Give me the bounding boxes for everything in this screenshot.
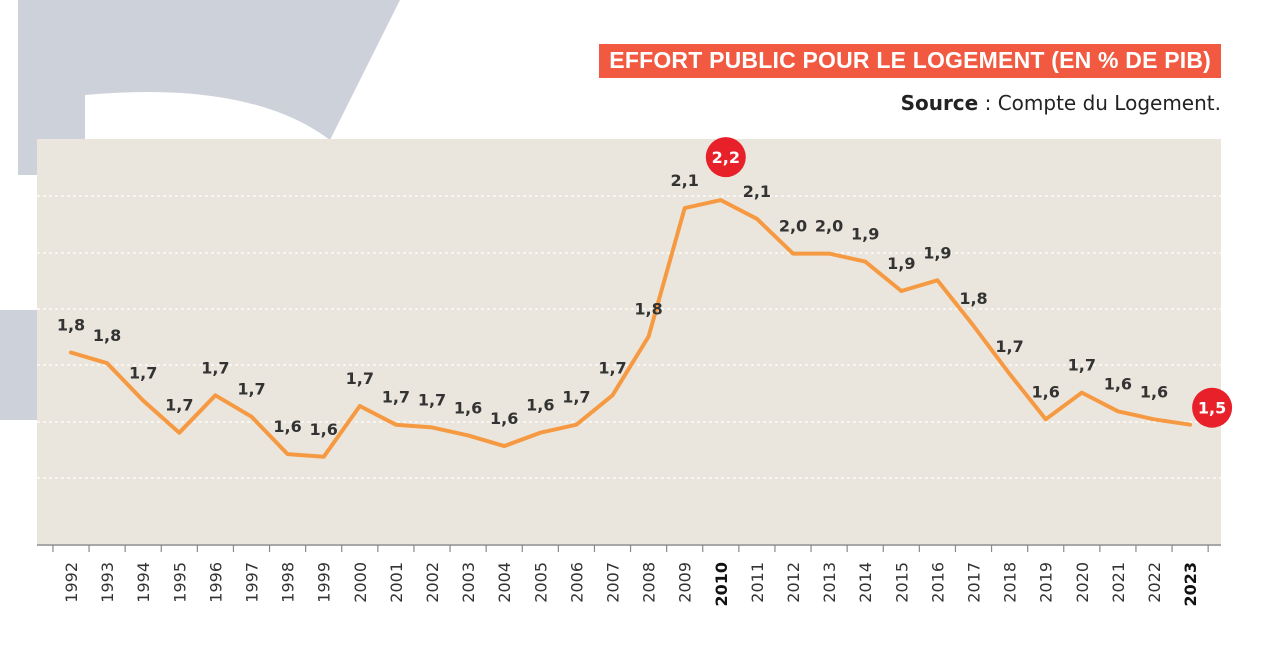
data-label-2004: 1,6 [490, 409, 518, 428]
data-label-2008: 1,8 [634, 299, 662, 318]
data-label-1998: 1,6 [273, 417, 301, 436]
tick-label-1999: 1999 [315, 562, 334, 603]
data-label-2010: 2,2 [712, 148, 740, 167]
tick-label-2012: 2012 [784, 562, 803, 603]
plot-background [37, 139, 1221, 544]
chart-title-banner: EFFORT PUBLIC POUR LE LOGEMENT (EN % DE … [599, 44, 1221, 78]
data-label-2014: 1,9 [851, 225, 879, 244]
data-label-2007: 1,7 [598, 358, 626, 377]
data-label-2005: 1,6 [526, 396, 554, 415]
tick-label-1998: 1998 [279, 562, 298, 603]
data-label-2023: 1,5 [1198, 399, 1226, 418]
data-label-2012: 2,0 [779, 217, 807, 236]
data-label-2020: 1,7 [1068, 356, 1096, 375]
tick-label-2011: 2011 [748, 562, 767, 603]
tick-label-2023: 2023 [1181, 562, 1200, 607]
data-label-1992: 1,8 [57, 316, 85, 335]
tick-label-2008: 2008 [640, 562, 659, 603]
data-label-2021: 1,6 [1104, 374, 1132, 393]
tick-label-2007: 2007 [604, 562, 623, 603]
tick-label-2018: 2018 [1001, 562, 1020, 603]
data-label-2011: 2,1 [743, 182, 771, 201]
source-line: Source : Compte du Logement. [901, 91, 1221, 115]
data-label-2019: 1,6 [1032, 382, 1060, 401]
tick-label-1996: 1996 [206, 562, 225, 603]
source-text: Compte du Logement. [997, 91, 1221, 115]
tick-label-2006: 2006 [567, 562, 586, 603]
tick-label-2019: 2019 [1037, 562, 1056, 603]
data-labels: 1,8 1,8 1,7 1,7 1,7 1,7 1,6 1,6 1,7 1,7 1,7 1,6 1,6 1… [57, 137, 1233, 439]
data-label-1996: 1,7 [201, 358, 229, 377]
x-axis-ticks [52, 545, 1209, 552]
data-label-2000: 1,7 [346, 369, 374, 388]
data-label-1993: 1,8 [93, 326, 121, 345]
tick-label-1993: 1993 [98, 562, 117, 603]
tick-label-2021: 2021 [1109, 562, 1128, 603]
data-label-2015: 1,9 [887, 254, 915, 273]
grid-lines [37, 195, 1221, 479]
highlight-circle-2023 [1192, 387, 1233, 428]
tick-label-2000: 2000 [351, 562, 370, 603]
tick-label-2013: 2013 [820, 562, 839, 603]
tick-label-1997: 1997 [243, 562, 262, 603]
data-label-1997: 1,7 [237, 380, 265, 399]
data-label-2018: 1,7 [995, 337, 1023, 356]
data-label-1999: 1,6 [310, 420, 338, 439]
data-label-2009: 2,1 [671, 171, 699, 190]
tick-label-2015: 2015 [892, 562, 911, 603]
data-label-2001: 1,7 [382, 388, 410, 407]
decorative-background-shape [0, 0, 400, 420]
data-label-1995: 1,7 [165, 396, 193, 415]
data-label-2017: 1,8 [959, 289, 987, 308]
highlight-circle-2010 [705, 137, 746, 178]
x-axis-tick-labels: 1992 1993 1994 1995 1996 1997 1998 1999 2000 2001… [62, 562, 1200, 607]
tick-label-2005: 2005 [531, 562, 550, 603]
tick-label-2002: 2002 [423, 562, 442, 603]
data-label-2006: 1,7 [562, 388, 590, 407]
source-separator: : [978, 91, 998, 115]
tick-label-2001: 2001 [387, 562, 406, 603]
data-label-2022: 1,6 [1140, 382, 1168, 401]
data-label-2013: 2,0 [815, 217, 843, 236]
series-line [69, 198, 1193, 459]
tick-label-2022: 2022 [1145, 562, 1164, 603]
tick-label-2020: 2020 [1073, 562, 1092, 603]
tick-label-1994: 1994 [134, 562, 153, 603]
tick-label-2010: 2010 [712, 562, 731, 607]
tick-label-2017: 2017 [965, 562, 984, 603]
data-label-2002: 1,7 [418, 390, 446, 409]
source-label: Source [900, 91, 979, 115]
tick-label-2003: 2003 [459, 562, 478, 603]
data-label-2016: 1,9 [923, 243, 951, 262]
tick-label-2016: 2016 [928, 562, 947, 603]
tick-label-1995: 1995 [170, 562, 189, 603]
tick-label-2009: 2009 [676, 562, 695, 603]
tick-label-2014: 2014 [856, 562, 875, 603]
tick-label-1992: 1992 [62, 562, 81, 603]
data-label-2003: 1,6 [454, 398, 482, 417]
tick-label-2004: 2004 [495, 562, 514, 603]
data-label-1994: 1,7 [129, 364, 157, 383]
